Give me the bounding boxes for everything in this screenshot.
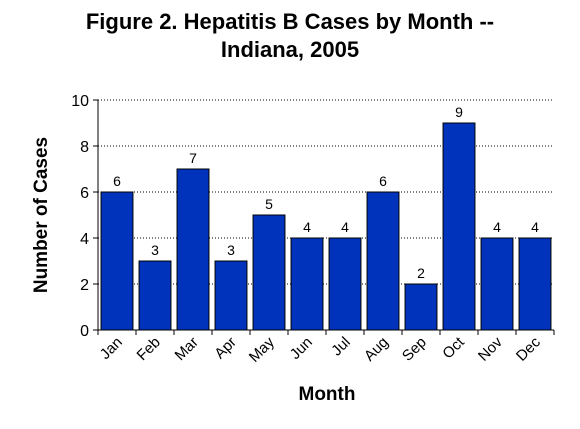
data-labels: 6 3 7 3 5 4 4 6 2 9 4 4 — [113, 104, 539, 281]
data-label: 4 — [341, 219, 349, 235]
bar — [404, 283, 438, 331]
x-tick-label: Mar — [172, 334, 202, 364]
x-tick-label: Apr — [211, 334, 240, 363]
x-tick-labels: Jan Feb Mar Apr May Jun Jul Aug Sep Oct Nov Dec — [97, 333, 544, 366]
x-tick-label: Dec — [513, 333, 544, 364]
data-label: 4 — [531, 219, 539, 235]
chart-title-line-1: Figure 2. Hepatitis B Cases by Month -- — [85, 9, 495, 34]
data-label: 4 — [493, 219, 501, 235]
y-axis-title: Number of Cases — [31, 137, 52, 293]
x-tick-label: Feb — [134, 334, 164, 364]
data-label: 6 — [113, 173, 121, 189]
x-tick-label: Jan — [97, 334, 126, 363]
data-label: 3 — [227, 242, 235, 258]
x-tick-label: Oct — [439, 333, 468, 362]
chart-title-line-2: Indiana, 2005 — [220, 37, 360, 62]
x-axis-title: Month — [299, 384, 356, 405]
bar — [252, 214, 286, 331]
data-label: 5 — [265, 196, 273, 212]
y-tick-label: 2 — [80, 277, 89, 294]
chart-title: Figure 2. Hepatitis B Cases by Month -- … — [0, 8, 580, 64]
bar — [328, 237, 362, 331]
bar — [290, 237, 324, 331]
data-label: 3 — [151, 242, 159, 258]
x-tick-label: Aug — [361, 334, 392, 365]
bar — [480, 237, 514, 331]
bar — [442, 122, 476, 331]
data-label: 9 — [455, 104, 463, 120]
x-tick-label: May — [246, 333, 278, 365]
bar — [100, 191, 134, 331]
y-tick-label: 10 — [71, 93, 89, 110]
bar — [518, 237, 552, 331]
bar — [176, 168, 210, 331]
data-label: 6 — [379, 173, 387, 189]
data-label: 7 — [189, 150, 197, 166]
data-label: 2 — [417, 265, 425, 281]
y-tick-label: 0 — [80, 323, 89, 340]
bars — [100, 122, 552, 331]
bar — [138, 260, 172, 331]
bar — [214, 260, 248, 331]
y-tick-label: 4 — [80, 231, 89, 248]
x-tick-label: Jun — [287, 334, 316, 363]
data-label: 4 — [303, 219, 311, 235]
bar — [366, 191, 400, 331]
y-tick-label: 8 — [80, 139, 89, 156]
x-tick-label: Jul — [328, 334, 354, 360]
axes — [93, 99, 555, 335]
x-tick-label: Nov — [475, 333, 506, 364]
gridlines — [98, 99, 554, 285]
x-tick-label: Sep — [399, 334, 430, 365]
y-tick-label: 6 — [80, 185, 89, 202]
y-tick-labels: 0 2 4 6 8 10 — [71, 93, 89, 340]
